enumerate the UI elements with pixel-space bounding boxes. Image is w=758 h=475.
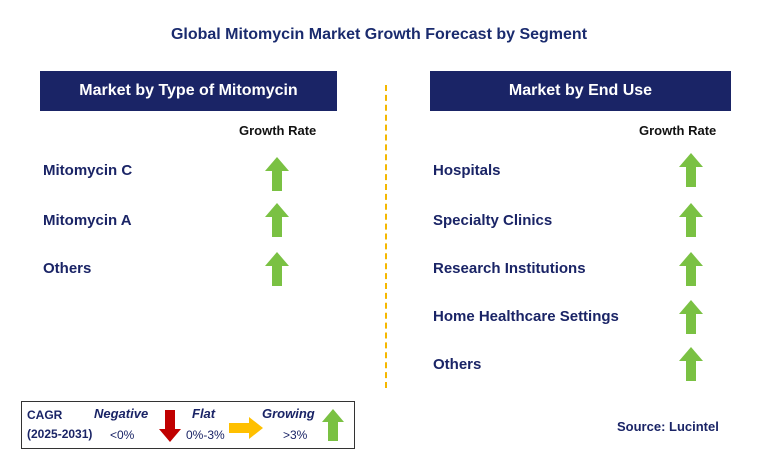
green-up-arrow-icon bbox=[265, 157, 289, 191]
green-up-arrow-icon bbox=[322, 409, 344, 441]
legend-flat-range: 0%-3% bbox=[186, 428, 225, 442]
green-up-arrow-icon bbox=[265, 252, 289, 286]
cagr-legend bbox=[21, 401, 355, 449]
legend-period: (2025-2031) bbox=[27, 427, 93, 441]
green-up-arrow-icon bbox=[679, 153, 703, 187]
right-panel-header: Market by End Use bbox=[430, 71, 731, 111]
right-item-label: Specialty Clinics bbox=[433, 212, 553, 229]
chart-title: Global Mitomycin Market Growth Forecast … bbox=[170, 26, 588, 43]
green-up-arrow-icon bbox=[679, 300, 703, 334]
panel-divider bbox=[385, 85, 387, 388]
legend-growing-label: Growing bbox=[262, 406, 315, 421]
right-item-label: Home Healthcare Settings bbox=[433, 308, 619, 325]
legend-negative-range: <0% bbox=[110, 428, 135, 442]
legend-negative-label: Negative bbox=[94, 406, 149, 421]
left-item-label: Mitomycin A bbox=[43, 212, 132, 229]
left-item-label: Mitomycin C bbox=[43, 162, 133, 179]
green-up-arrow-icon bbox=[679, 203, 703, 237]
green-up-arrow-icon bbox=[679, 347, 703, 381]
legend-cagr-label: CAGR bbox=[27, 408, 63, 422]
yellow-right-arrow-icon bbox=[229, 417, 263, 439]
right-item-label: Others bbox=[433, 356, 482, 373]
green-up-arrow-icon bbox=[679, 252, 703, 286]
right-item-label: Research Institutions bbox=[433, 260, 586, 277]
legend-flat-label: Flat bbox=[192, 406, 216, 421]
left-panel-header: Market by Type of Mitomycin bbox=[40, 71, 337, 111]
left-item-label: Others bbox=[43, 260, 92, 277]
source-label: Source: Lucintel bbox=[617, 419, 719, 434]
right-item-label: Hospitals bbox=[433, 162, 501, 179]
legend-growing-range: >3% bbox=[283, 428, 308, 442]
red-down-arrow-icon bbox=[159, 410, 181, 442]
left-growth-rate-label: Growth Rate bbox=[239, 123, 317, 138]
right-growth-rate-label: Growth Rate bbox=[639, 123, 717, 138]
green-up-arrow-icon bbox=[265, 203, 289, 237]
